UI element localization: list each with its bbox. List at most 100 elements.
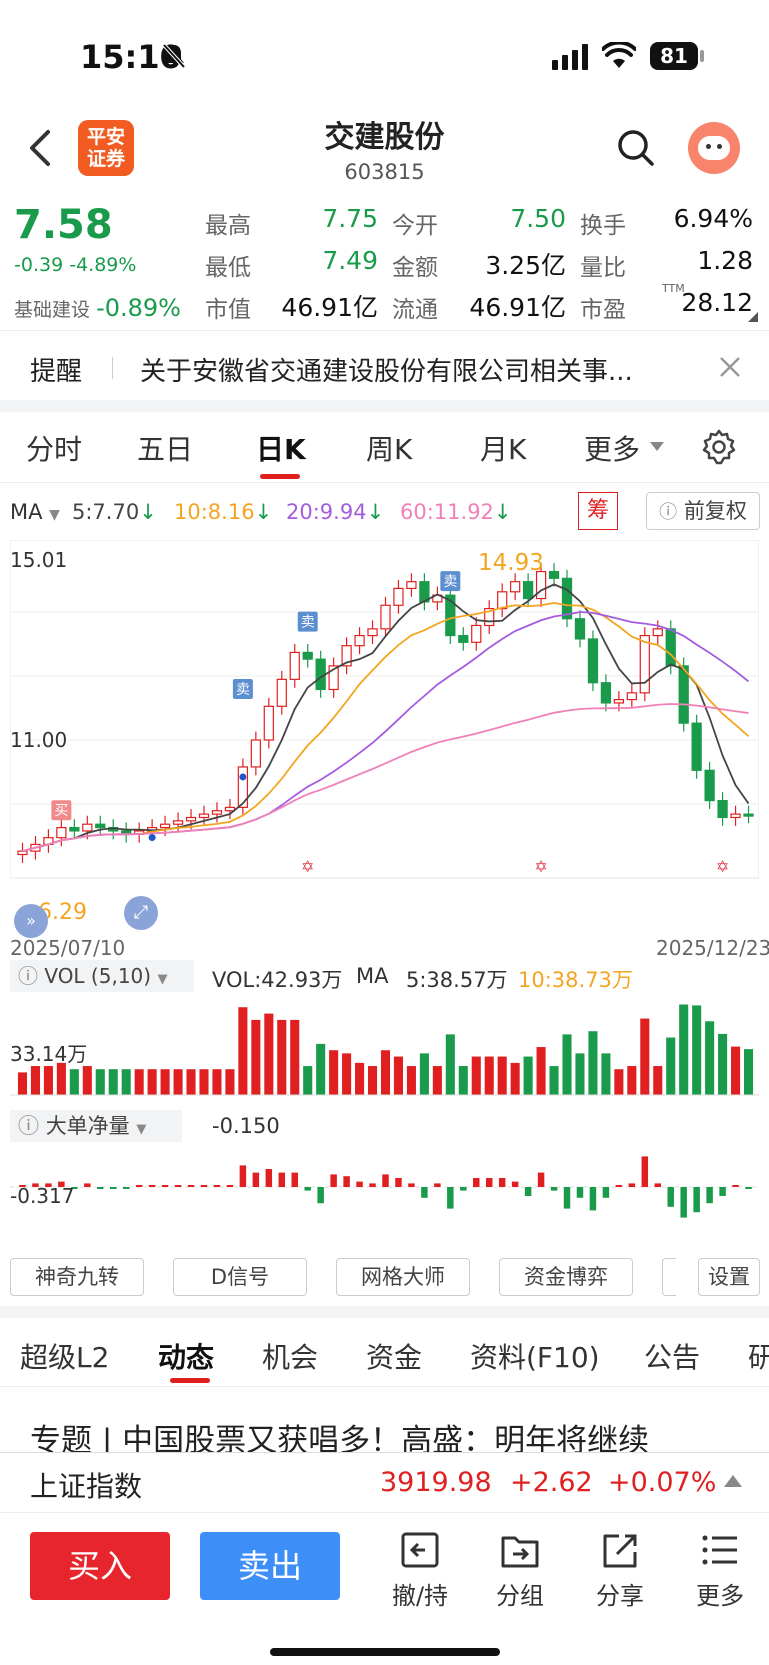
big-order-bar bbox=[291, 1172, 298, 1187]
ma20-line bbox=[22, 611, 750, 853]
kline-tab[interactable]: 周K bbox=[366, 433, 413, 466]
fullscreen-icon[interactable]: ⤢ bbox=[124, 896, 158, 930]
grid-master-button[interactable]: 网格大师 bbox=[336, 1258, 470, 1296]
big-order-bar bbox=[187, 1185, 195, 1187]
d-signal-button[interactable]: D信号 bbox=[173, 1258, 307, 1296]
volume-bar bbox=[523, 1056, 533, 1095]
broker-logo-text: 平安 证券 bbox=[86, 126, 125, 170]
volume-bar bbox=[458, 1066, 468, 1095]
sell-button[interactable]: 卖出 bbox=[200, 1532, 340, 1600]
reminder-bar[interactable]: 提醒 关于安徽省交通建设股份有限公司相关事... bbox=[0, 330, 769, 400]
adjust-mode-button[interactable]: ⓘ 前复权 bbox=[646, 492, 760, 530]
cancel-hold-button[interactable]: 撤/持 bbox=[380, 1530, 460, 1611]
ma-selector[interactable]: MA ▼ bbox=[10, 500, 60, 524]
search-icon[interactable] bbox=[616, 128, 656, 168]
big-order-bar bbox=[200, 1185, 208, 1187]
info-tab[interactable]: 超级L2 bbox=[20, 1341, 110, 1374]
settings-gear-icon[interactable] bbox=[700, 428, 738, 466]
pe-ttm-label: TTM bbox=[662, 282, 685, 295]
dropdown-icon: ▼ bbox=[49, 507, 60, 523]
star-marker: ✡ bbox=[301, 857, 314, 876]
vol-ma10: 10:38.73万 bbox=[518, 968, 633, 992]
kline-tab[interactable]: 更多 bbox=[584, 433, 641, 466]
info-tab[interactable]: 资料(F10) bbox=[470, 1341, 600, 1374]
index-ticker[interactable]: 上证指数 3919.98 +2.62 +0.07% bbox=[0, 1452, 769, 1512]
group-button[interactable]: 分组 bbox=[480, 1530, 560, 1611]
big-order-bar bbox=[45, 1183, 52, 1187]
sector-change: -0.89% bbox=[96, 294, 181, 322]
info-tab[interactable]: 动态 bbox=[158, 1341, 215, 1374]
candle-body bbox=[652, 628, 663, 637]
big-order-bar bbox=[343, 1176, 350, 1187]
info-tab[interactable]: 公告 bbox=[644, 1341, 701, 1374]
volume-bar bbox=[640, 1018, 650, 1095]
sector-info[interactable]: 基础建设 -0.89% bbox=[14, 294, 181, 322]
kline-tab[interactable]: 月K bbox=[480, 433, 527, 466]
expand-up-icon[interactable] bbox=[724, 1475, 742, 1487]
kline-tab[interactable]: 五日 bbox=[137, 433, 194, 466]
big-order-bar bbox=[97, 1187, 104, 1189]
big-order-value: -0.150 bbox=[212, 1114, 280, 1138]
sector-name: 基础建设 bbox=[14, 299, 91, 321]
volume-bar bbox=[562, 1034, 572, 1095]
candle-body bbox=[406, 581, 417, 590]
volume-bar bbox=[251, 1019, 261, 1095]
info-icon: ⓘ bbox=[18, 964, 38, 988]
ma5-text: 5:7.70 bbox=[72, 500, 140, 524]
volume-chart[interactable] bbox=[10, 995, 759, 1100]
buy-button[interactable]: 买入 bbox=[30, 1532, 170, 1600]
volume-bar bbox=[536, 1047, 546, 1095]
more-button[interactable]: 更多 bbox=[680, 1530, 760, 1611]
more-dropdown-icon[interactable] bbox=[650, 442, 664, 451]
volume-bar bbox=[30, 1066, 40, 1095]
x-axis-start-label: 2025/07/10 bbox=[10, 936, 126, 960]
big-order-bar bbox=[460, 1187, 467, 1191]
big-order-bar bbox=[213, 1185, 221, 1187]
big-order-chart[interactable] bbox=[10, 1142, 759, 1247]
close-icon[interactable] bbox=[718, 355, 742, 379]
share-button[interactable]: 分享 bbox=[580, 1530, 660, 1611]
back-arrow-icon[interactable] bbox=[26, 128, 56, 168]
stat-label: 金额 bbox=[392, 255, 438, 281]
big-order-selector[interactable]: ⓘ 大单净量 ▼ bbox=[10, 1110, 182, 1142]
info-tab[interactable]: 机会 bbox=[262, 1341, 319, 1374]
assistant-avatar-icon[interactable] bbox=[688, 122, 740, 174]
indicator-settings-button[interactable]: 设置 bbox=[698, 1258, 760, 1296]
volume-selector[interactable]: ⓘ VOL (5,10) ▼ bbox=[10, 960, 194, 992]
scroll-left-icon[interactable]: » bbox=[14, 904, 48, 938]
big-order-bar bbox=[19, 1185, 26, 1187]
stat-value: 7.50 bbox=[510, 204, 566, 233]
big-order-bar bbox=[71, 1187, 78, 1189]
volume-bar bbox=[342, 1053, 352, 1095]
candle-body bbox=[471, 624, 482, 643]
big-order-bar bbox=[382, 1174, 389, 1187]
candle-body bbox=[561, 577, 573, 620]
kline-tab[interactable]: 分时 bbox=[26, 433, 83, 466]
fund-game-button[interactable]: 资金博弈 bbox=[499, 1258, 633, 1296]
info-tab[interactable]: 资金 bbox=[366, 1341, 423, 1374]
dropdown-icon: ▼ bbox=[157, 972, 168, 987]
stat-value: 1.28 bbox=[697, 246, 753, 275]
big-order-bar bbox=[434, 1183, 441, 1187]
more-tool-button-partial[interactable] bbox=[662, 1258, 676, 1296]
volume-bar bbox=[666, 1037, 676, 1095]
star-marker: ✡ bbox=[534, 857, 547, 876]
info-tabs-divider bbox=[0, 1386, 769, 1387]
expand-corner-icon[interactable] bbox=[748, 312, 758, 322]
big-order-bar bbox=[550, 1187, 558, 1191]
volume-bar bbox=[588, 1031, 598, 1095]
big-order-bar bbox=[356, 1181, 363, 1187]
big-order-bar bbox=[602, 1187, 610, 1198]
candle-body bbox=[211, 810, 223, 815]
info-tab[interactable]: 研 bbox=[748, 1341, 769, 1374]
kline-tab[interactable]: 日K bbox=[256, 433, 306, 466]
big-order-bar bbox=[524, 1187, 532, 1196]
info-icon: ⓘ bbox=[659, 502, 678, 523]
mute-bell-icon bbox=[162, 43, 186, 69]
adjust-mode-label: 前复权 bbox=[683, 499, 747, 523]
magic-nine-button[interactable]: 神奇九转 bbox=[10, 1258, 144, 1296]
chip-distribution-button[interactable]: 筹 bbox=[578, 492, 618, 530]
index-value: 3919.98 bbox=[380, 1467, 492, 1498]
big-order-bar bbox=[576, 1187, 584, 1198]
